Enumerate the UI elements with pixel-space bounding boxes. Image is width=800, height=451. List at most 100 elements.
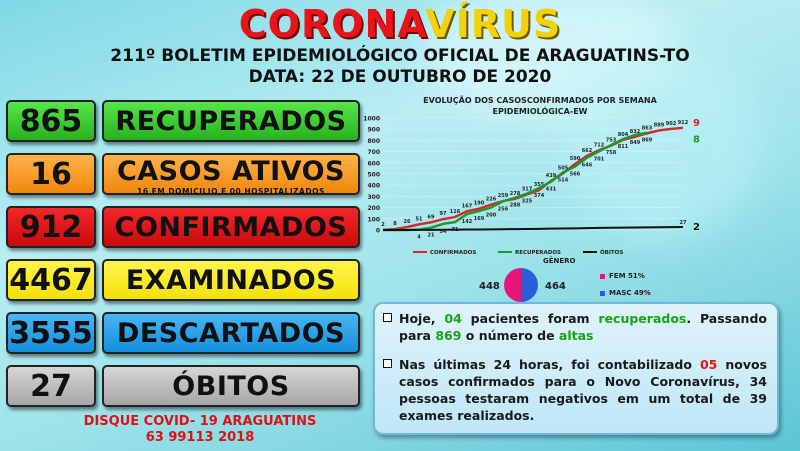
checkbox-bullet-icon — [383, 313, 392, 322]
hotline-title: DISQUE COVID- 19 ARAGUATINS — [83, 414, 317, 429]
y-tick-label: 200 — [367, 205, 380, 212]
series-line-confirmados — [382, 126, 684, 231]
legend-label: FEM 51% — [609, 272, 645, 280]
data-label: 116 — [450, 209, 461, 215]
stat-value: 3555 — [6, 312, 96, 354]
data-label: 590 — [570, 156, 581, 162]
data-label: 701 — [594, 156, 605, 162]
stat-value: 912 — [6, 206, 96, 248]
data-label: 26 — [404, 219, 411, 225]
legend-masc: MASC 49% — [600, 289, 651, 297]
data-label: 97 — [440, 211, 447, 217]
series-line-óbitos — [383, 225, 684, 231]
evolution-line-chart: 0 100 200 300 400 500 600 700 800 900 1000 2 8 26 51 69… — [363, 116, 700, 257]
end-label-confirmados: 912 — [693, 118, 700, 129]
text: Nas últimas 24 horas, foi contabilizado — [399, 357, 700, 372]
data-label: 804 — [618, 132, 629, 138]
legend-swatch-fem — [600, 273, 605, 279]
legend-label: ÓBITOS — [600, 249, 623, 256]
stat-label: ÓBITOS — [102, 365, 360, 407]
data-label: 288 — [510, 203, 521, 209]
data-label: 811 — [618, 144, 629, 150]
y-tick-label: 700 — [367, 149, 380, 156]
highlight-number: 04 — [444, 311, 462, 326]
y-tick-label: 400 — [367, 183, 380, 190]
data-label: 167 — [462, 203, 473, 209]
stat-label: CONFIRMADOS — [102, 206, 360, 248]
legend-swatch-masc — [600, 290, 605, 296]
data-label: 869 — [642, 138, 653, 144]
data-label: 374 — [534, 193, 545, 199]
stat-value: 4467 — [6, 259, 96, 301]
data-label: 169 — [474, 216, 485, 222]
data-label: 2 — [381, 222, 385, 228]
legend-label: MASC 49% — [609, 289, 651, 297]
data-label: 4 — [417, 235, 421, 241]
data-label: 849 — [630, 140, 641, 146]
stat-label: EXAMINADOS — [102, 259, 360, 301]
y-tick-label: 500 — [367, 172, 380, 179]
data-label: 889 — [654, 122, 665, 128]
bulletin-subtitle: 211º BOLETIM EPIDEMIOLÓGICO OFICIAL DE A… — [110, 46, 690, 66]
y-tick-label: 600 — [367, 160, 380, 167]
data-label: 142 — [462, 219, 473, 225]
end-label-obitos: 27 — [693, 222, 700, 233]
data-label: 54 — [440, 229, 447, 235]
legend-fem: FEM 51% — [600, 272, 645, 280]
data-label: 27 — [680, 220, 687, 226]
highlight-number: 05 — [699, 357, 718, 372]
legend-label: RECUPERADOS — [515, 250, 561, 256]
gender-pie-chart — [504, 268, 538, 302]
highlight-word: altas — [558, 328, 594, 343]
end-label-recuperados: 869 — [693, 135, 700, 146]
highlight-word: recuperados — [598, 311, 687, 326]
data-label: 226 — [486, 197, 497, 203]
y-tick-label: 0 — [376, 228, 380, 235]
hotline-number[interactable]: 63 99113 2018 — [145, 430, 255, 445]
data-label: 758 — [606, 150, 617, 156]
data-label: 902 — [666, 121, 677, 127]
data-label: 832 — [630, 129, 641, 135]
data-label: 566 — [570, 172, 581, 178]
stat-label: CASOS ATIVOS — [116, 156, 346, 187]
data-label: 256 — [498, 206, 509, 212]
data-label: 278 — [510, 191, 521, 197]
text: novos casos confirmados para o Novo Coro… — [399, 357, 767, 423]
gender-masc-value: 464 — [545, 281, 566, 292]
stat-label-box: CASOS ATIVOS 16 EM DOMICILIO E 00 HOSPIT… — [102, 153, 360, 196]
text: . Passando para — [399, 311, 767, 343]
data-label: 21 — [428, 233, 435, 239]
data-label: 863 — [642, 125, 653, 131]
series-line-recuperados — [383, 131, 648, 232]
info-paragraph-new-cases: Nas últimas 24 horas, foi contabilizado … — [383, 356, 767, 424]
pie-slice-fem — [504, 268, 521, 302]
data-label: 69 — [428, 214, 435, 220]
hotline: DISQUE COVID- 19 ARAGUATINS 63 99113 201… — [40, 414, 360, 446]
stat-note: 16 EM DOMICILIO E 00 HOSPITALIZADOS — [137, 187, 325, 196]
stat-value: 27 — [6, 365, 96, 407]
data-label: 190 — [474, 201, 485, 207]
data-label: 505 — [558, 165, 569, 171]
y-tick-label: 100 — [367, 216, 380, 223]
legend-label: CONFIRMADOS — [430, 250, 476, 256]
text: pacientes foram — [461, 311, 599, 326]
title-yellow: VÍRUS — [425, 2, 562, 46]
y-tick-label: 300 — [367, 194, 380, 201]
gender-fem-value: 448 — [479, 281, 500, 292]
data-label: 431 — [546, 187, 557, 193]
stat-value: 865 — [6, 100, 96, 142]
stat-label: DESCARTADOS — [102, 312, 360, 354]
y-tick-label: 1000 — [363, 116, 380, 123]
data-label: 912 — [678, 120, 689, 126]
info-paragraph-recovered: Hoje, 04 pacientes foram recuperados. Pa… — [383, 310, 767, 344]
data-label: 662 — [582, 148, 593, 154]
stat-label: RECUPERADOS — [102, 100, 360, 142]
data-label: 514 — [558, 177, 569, 183]
info-box: Hoje, 04 pacientes foram recuperados. Pa… — [373, 302, 779, 435]
page-title: CORONAVÍRUS — [0, 4, 800, 44]
pie-slice-masc — [521, 268, 538, 302]
data-label: 317 — [522, 186, 533, 192]
stat-value: 16 — [6, 153, 96, 195]
data-label: 646 — [582, 163, 593, 169]
